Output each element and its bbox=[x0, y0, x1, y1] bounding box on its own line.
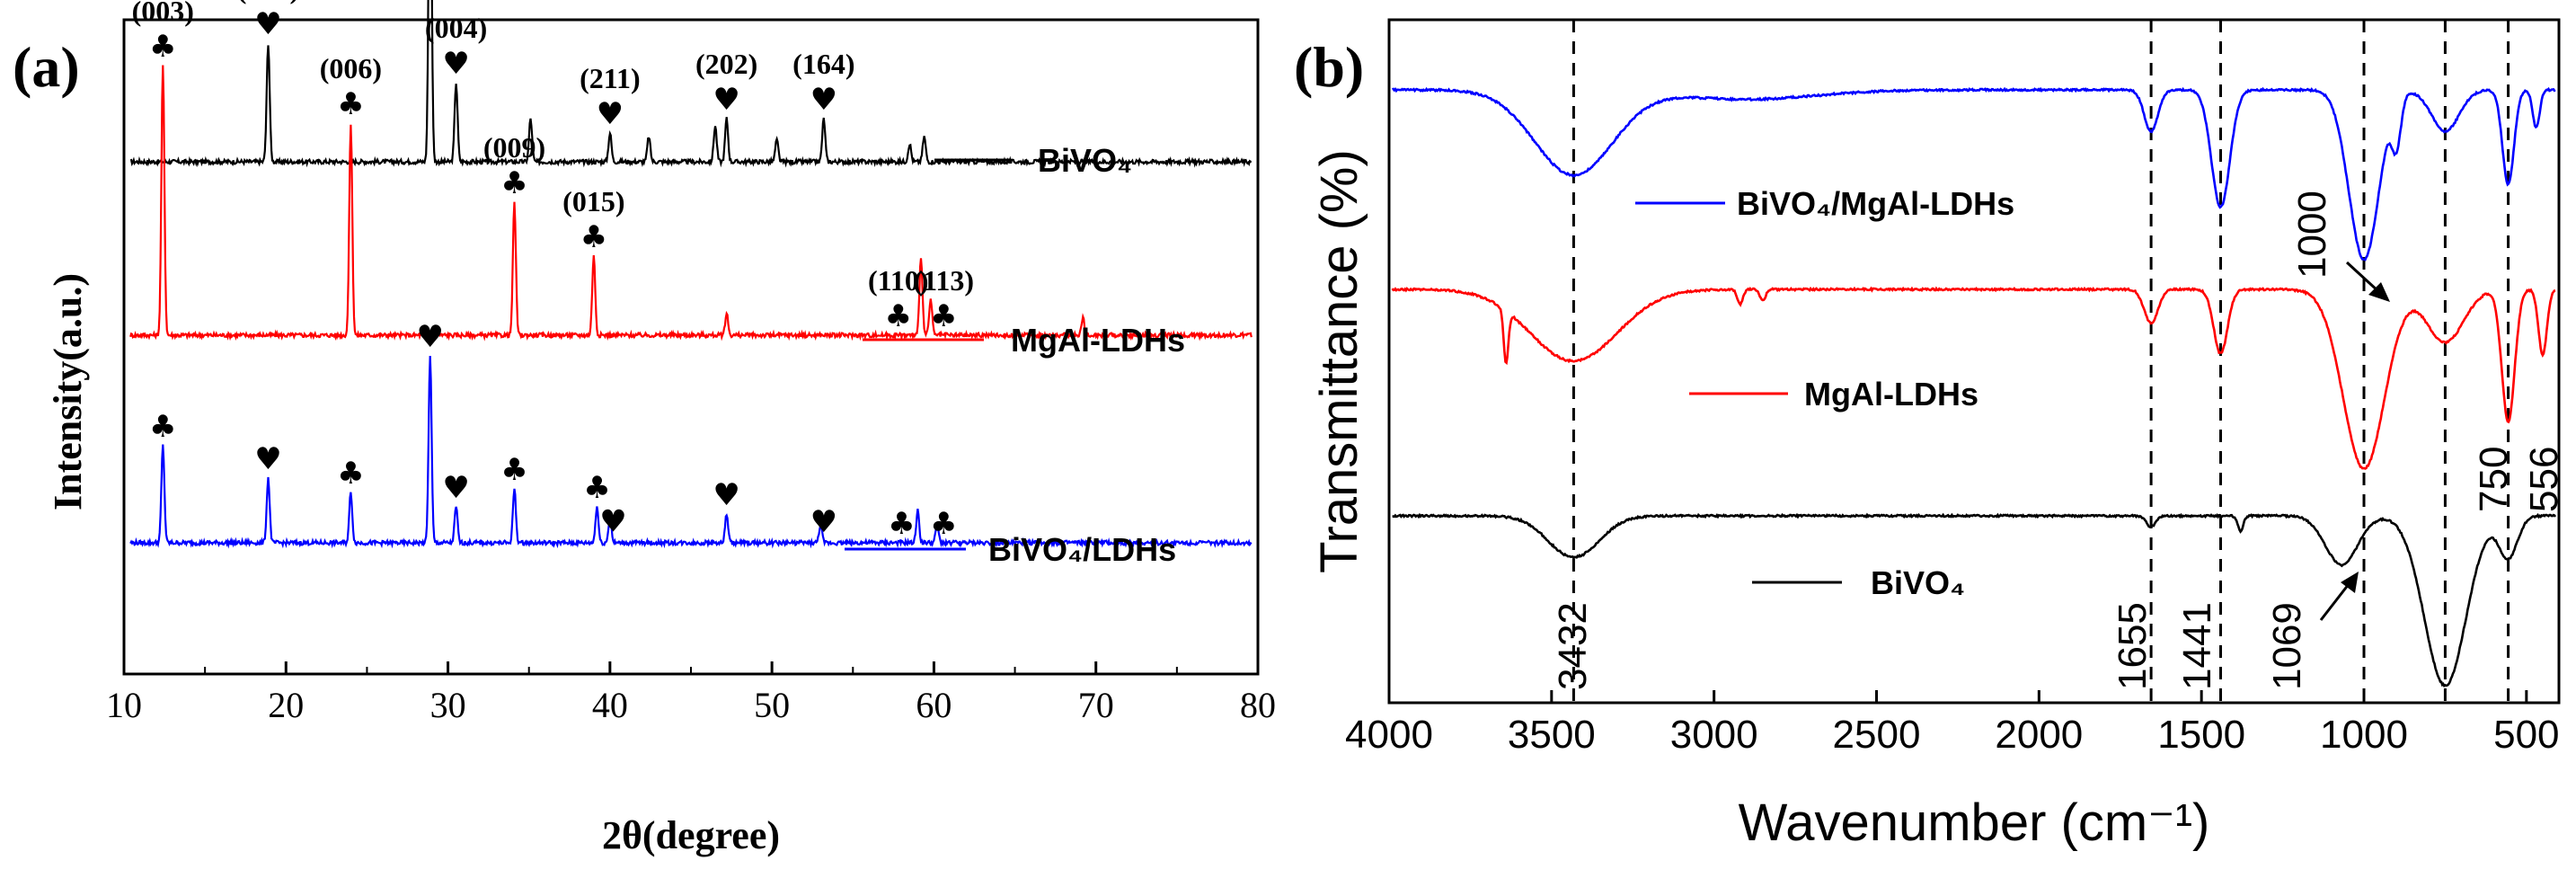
panel-b-ftir: (b) 4000 3500 3000 2500 2000 1500 1000 500 3432… bbox=[1294, 18, 2566, 852]
peak-marker: ♥ bbox=[810, 504, 837, 540]
a-x-tick-label: 80 bbox=[1240, 685, 1276, 725]
a-x-tick-label: 40 bbox=[592, 685, 628, 725]
band-label-556: 556 bbox=[2522, 447, 2566, 512]
peak-label: (113) bbox=[913, 264, 974, 297]
peak-marker: ♥ bbox=[599, 503, 626, 539]
peak-marker: ♥ bbox=[713, 82, 739, 118]
a-x-tick-label: 20 bbox=[268, 685, 304, 725]
peak-label: (003) bbox=[132, 0, 194, 27]
peak-marker: ♥ bbox=[254, 441, 281, 477]
band-label-1069: 1069 bbox=[2265, 602, 2309, 690]
peak-label: (001) bbox=[237, 0, 299, 4]
band-label-1441: 1441 bbox=[2175, 602, 2219, 690]
a-x-tick-label: 10 bbox=[106, 685, 142, 725]
a-x-tick-label: 30 bbox=[430, 685, 466, 725]
b-x-tick-label: 1000 bbox=[2320, 713, 2408, 757]
peak-marker: ♣ bbox=[930, 506, 957, 542]
panel-b-reference-lines bbox=[1571, 20, 2510, 703]
b-x-tick-label: 2000 bbox=[1995, 713, 2083, 757]
ftir-series-BiVO4 bbox=[1392, 512, 2557, 687]
b-x-tick-label: 2500 bbox=[1833, 713, 1921, 757]
peak-marker: ♣ bbox=[583, 470, 610, 506]
panel-b-frame bbox=[1387, 18, 2561, 705]
band-label-3432: 3432 bbox=[1551, 602, 1595, 690]
panel-a-annotations: ♥(001)♥(121)♥(004)♥(211)♥(202)♥(164)♣(00… bbox=[132, 0, 974, 542]
band-label-750: 750 bbox=[2472, 447, 2516, 512]
peak-marker: ♥ bbox=[597, 96, 624, 132]
arrow-1000-head bbox=[2368, 282, 2390, 302]
panel-a-series bbox=[129, 0, 1253, 549]
xrd-series-BiVO4 bbox=[130, 0, 1252, 168]
b-x-tick-label: 4000 bbox=[1345, 713, 1433, 757]
panel-a-y-axis-title: Intensity(a.u.) bbox=[46, 273, 90, 510]
b-x-tick-label: 500 bbox=[2493, 713, 2559, 757]
panel-a-x-ticks: 10 20 30 40 50 60 70 80 bbox=[106, 661, 1276, 725]
panel-a-label: (a) bbox=[13, 35, 80, 99]
legend-label-bivo4: BiVO₄ bbox=[1038, 142, 1132, 179]
band-label-1000: 1000 bbox=[2290, 191, 2334, 279]
ftir-series-MgAl-LDHs bbox=[1391, 286, 2556, 470]
panel-b-x-ticks: 4000 3500 3000 2500 2000 1500 1000 500 bbox=[1345, 690, 2560, 757]
xrd-series-BiVO4/LDHs bbox=[129, 355, 1253, 549]
arrow-1069-shaft bbox=[2319, 583, 2350, 621]
legend-label-bivo4-mgal-ldhs: BiVO₄/MgAl-LDHs bbox=[1737, 185, 2014, 222]
b-x-tick-label: 3000 bbox=[1670, 713, 1758, 757]
arrow-1000-shaft bbox=[2345, 261, 2381, 294]
peak-label: (211) bbox=[580, 62, 641, 94]
a-x-tick-label: 50 bbox=[754, 685, 790, 725]
peak-marker: ♥ bbox=[416, 319, 443, 355]
peak-marker: ♣ bbox=[580, 219, 607, 255]
peak-marker: ♣ bbox=[500, 452, 527, 488]
legend-label-mgal-ldhs-ftir: MgAl-LDHs bbox=[1804, 376, 1978, 412]
peak-label: (015) bbox=[562, 185, 624, 217]
panel-b-label: (b) bbox=[1294, 35, 1364, 99]
legend-label-bivo4-ldhs: BiVO₄/LDHs bbox=[988, 531, 1176, 568]
peak-marker: ♣ bbox=[337, 86, 364, 122]
panel-b-y-axis-title: Transmittance (%) bbox=[1310, 149, 1368, 573]
peak-label: (202) bbox=[695, 48, 757, 80]
peak-marker: ♣ bbox=[149, 409, 176, 445]
peak-marker: ♣ bbox=[888, 506, 915, 542]
arrow-1069-head bbox=[2341, 572, 2359, 593]
peak-marker: ♥ bbox=[442, 470, 469, 506]
peak-marker: ♥ bbox=[254, 6, 281, 42]
a-x-tick-label: 70 bbox=[1078, 685, 1114, 725]
peak-label: (004) bbox=[425, 12, 487, 44]
b-x-tick-label: 3500 bbox=[1508, 713, 1596, 757]
legend-label-mgal-ldhs: MgAl-LDHs bbox=[1011, 322, 1185, 359]
band-label-1655: 1655 bbox=[2111, 602, 2155, 690]
peak-label: (110) bbox=[868, 264, 929, 297]
peak-marker: ♥ bbox=[810, 82, 837, 118]
peak-label: (006) bbox=[320, 52, 382, 84]
peak-marker: ♣ bbox=[149, 29, 176, 65]
peak-marker: ♥ bbox=[713, 477, 739, 513]
xrd-series-MgAl-LDHs bbox=[129, 65, 1253, 341]
legend-label-bivo4-ftir: BiVO₄ bbox=[1871, 564, 1965, 601]
ftir-series-BiVO4/MgAl-LDHs bbox=[1391, 86, 2556, 262]
a-x-tick-label: 60 bbox=[916, 685, 952, 725]
peak-label: (009) bbox=[483, 131, 545, 164]
panel-b-series bbox=[1391, 86, 2557, 687]
peak-marker: ♣ bbox=[885, 298, 912, 334]
peak-label: (164) bbox=[792, 48, 854, 80]
peak-marker: ♥ bbox=[442, 46, 469, 82]
peak-marker: ♣ bbox=[337, 456, 364, 492]
b-x-tick-label: 1500 bbox=[2157, 713, 2245, 757]
panel-a-x-axis-title: 2θ(degree) bbox=[602, 813, 780, 857]
panel-b-x-axis-title: Wavenumber (cm⁻¹) bbox=[1739, 794, 2210, 852]
peak-marker: ♣ bbox=[930, 298, 957, 334]
peak-marker: ♣ bbox=[500, 165, 527, 201]
